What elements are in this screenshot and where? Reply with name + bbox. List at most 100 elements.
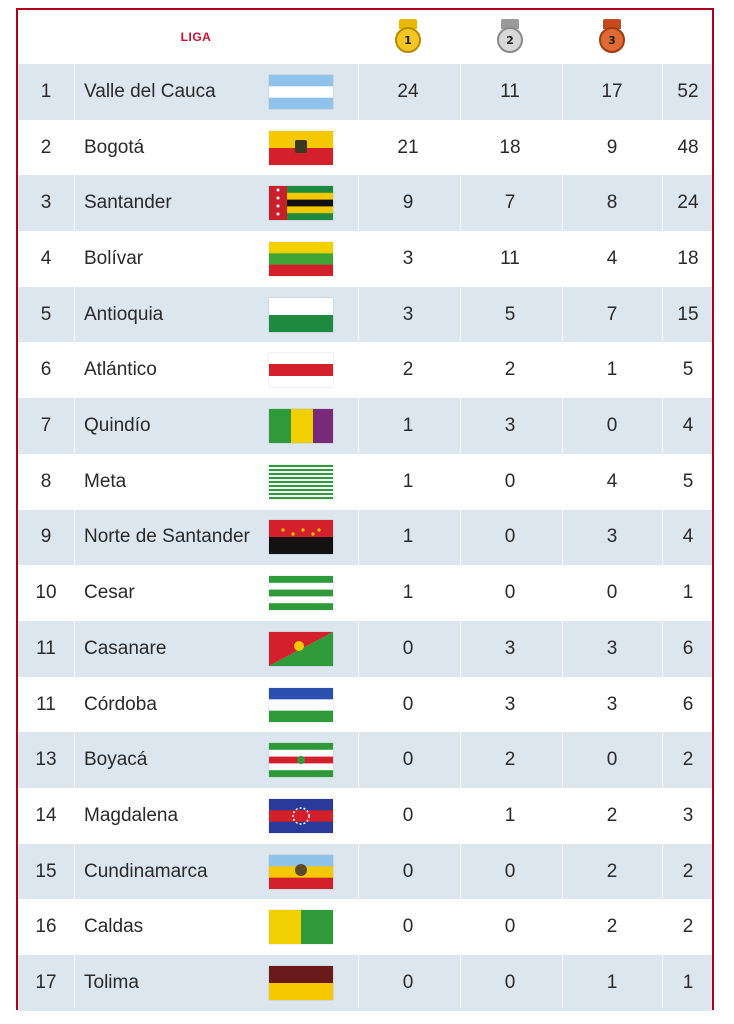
league-name: Cesar: [84, 582, 135, 604]
total-count: 2: [682, 860, 694, 882]
silver-count: 7: [504, 192, 516, 214]
bronze-count: 4: [606, 470, 618, 492]
table-row: 10 Cesar 1 0 0 1: [18, 565, 712, 621]
total-count: 15: [677, 303, 699, 325]
league-name: Valle del Cauca: [84, 80, 216, 102]
gold-count: 21: [397, 136, 419, 158]
table-row: 13 Boyacá 0 2 0 2: [18, 732, 712, 789]
silver-count: 0: [504, 470, 516, 492]
total-count: 4: [682, 526, 694, 548]
medal-number: 2: [497, 27, 523, 53]
table-row: 5 Antioquia 3 5 7 15: [18, 286, 712, 343]
rank-cell: 11: [36, 693, 56, 715]
cundinamarca-flag-icon: [269, 854, 333, 889]
flag-cell: [268, 788, 334, 844]
table-row: 14 Magdalena 0 1 2 3: [18, 788, 712, 844]
flag-cell: [268, 955, 334, 1011]
bronze-count: 2: [606, 916, 618, 938]
column-divider: [562, 64, 563, 1008]
bronze-count: 2: [606, 804, 618, 826]
bronze-count: 0: [606, 415, 618, 437]
rank-cell: 9: [40, 526, 52, 548]
bronze-count: 4: [606, 247, 618, 269]
bronze-count: 3: [606, 693, 618, 715]
silver-count: 11: [500, 247, 520, 269]
table-row: 15 Cundinamarca 0 0 2 2: [18, 843, 712, 900]
silver-count: 2: [504, 359, 516, 381]
norte-flag-icon: [269, 520, 333, 555]
gold-count: 0: [402, 693, 414, 715]
casanare-flag-icon: [269, 631, 333, 666]
flag-cell: [268, 510, 334, 566]
total-count: 24: [677, 192, 699, 214]
table-row: 3 Santander 9 7 8 24: [18, 175, 712, 232]
silver-count: 18: [499, 136, 521, 158]
gold-count: 0: [402, 972, 414, 994]
league-name: Quindío: [84, 415, 151, 437]
total-count: 6: [682, 693, 694, 715]
silver-count: 0: [504, 916, 516, 938]
gold-count: 9: [402, 192, 414, 214]
rank-cell: 15: [35, 860, 57, 882]
table-row: 8 Meta 1 0 4 5: [18, 453, 712, 510]
antioquia-flag-icon: [269, 297, 333, 332]
total-count: 5: [682, 470, 694, 492]
bronze-count: 3: [606, 637, 618, 659]
total-count: 3: [682, 804, 694, 826]
rank-cell: 14: [35, 804, 57, 826]
boyaca-flag-icon: [269, 743, 333, 778]
table-row: 7 Quindío 1 3 0 4: [18, 398, 712, 454]
flag-cell: [268, 398, 334, 454]
total-count: 48: [677, 136, 699, 158]
total-count: 1: [682, 582, 694, 604]
cesar-flag-icon: [269, 576, 333, 611]
medal-table: LIGA 1 2 3 1 Valle del Cauca 24 11 17 52 2 Bogo…: [16, 8, 714, 1011]
league-name: Bolívar: [84, 247, 144, 269]
magdalena-flag-icon: [269, 798, 333, 833]
bronze-medal-icon: 3: [597, 19, 627, 55]
silver-medal-icon: 2: [495, 19, 525, 55]
flag-cell: [268, 64, 334, 120]
bronze-count: 2: [606, 860, 618, 882]
bolivar-flag-icon: [269, 241, 333, 276]
column-divider: [662, 64, 663, 1008]
gold-count: 1: [402, 582, 414, 604]
liga-header: LIGA: [180, 30, 212, 44]
table-row: 1 Valle del Cauca 24 11 17 52: [18, 64, 712, 120]
gold-count: 1: [402, 415, 414, 437]
bronze-count: 17: [601, 80, 623, 102]
flag-cell: [268, 565, 334, 621]
gold-count: 0: [402, 916, 414, 938]
flag-cell: [268, 621, 334, 677]
rank-cell: 1: [40, 80, 52, 102]
gold-header: 1: [378, 10, 438, 64]
league-name: Boyacá: [84, 749, 148, 771]
flag-cell: [268, 677, 334, 733]
medal-number: 1: [395, 27, 421, 53]
cordoba-flag-icon: [269, 687, 333, 722]
flag-cell: [268, 287, 334, 343]
gold-medal-icon: 1: [393, 19, 423, 55]
flag-cell: [268, 343, 334, 399]
table-row: 11 Córdoba 0 3 3 6: [18, 676, 712, 733]
gold-count: 0: [402, 749, 414, 771]
silver-count: 11: [500, 80, 520, 102]
league-name: Antioquia: [84, 303, 164, 325]
bronze-count: 9: [606, 136, 618, 158]
gold-count: 0: [402, 637, 414, 659]
gold-count: 2: [402, 359, 414, 381]
table-row: 11 Casanare 0 3 3 6: [18, 621, 712, 677]
silver-header: 2: [480, 10, 540, 64]
total-count: 52: [677, 80, 699, 102]
rank-cell: 5: [40, 303, 52, 325]
gold-count: 0: [402, 804, 414, 826]
tolima-flag-icon: [269, 966, 333, 1001]
column-divider: [460, 64, 461, 1008]
atlantico-flag-icon: [269, 353, 333, 388]
medal-number: 3: [599, 27, 625, 53]
total-count: 6: [682, 637, 694, 659]
total-count: 2: [682, 916, 694, 938]
table-row: 17 Tolima 0 0 1 1: [18, 955, 712, 1011]
silver-count: 3: [504, 415, 516, 437]
table-row: 4 Bolívar 3 11 4 18: [18, 231, 712, 287]
